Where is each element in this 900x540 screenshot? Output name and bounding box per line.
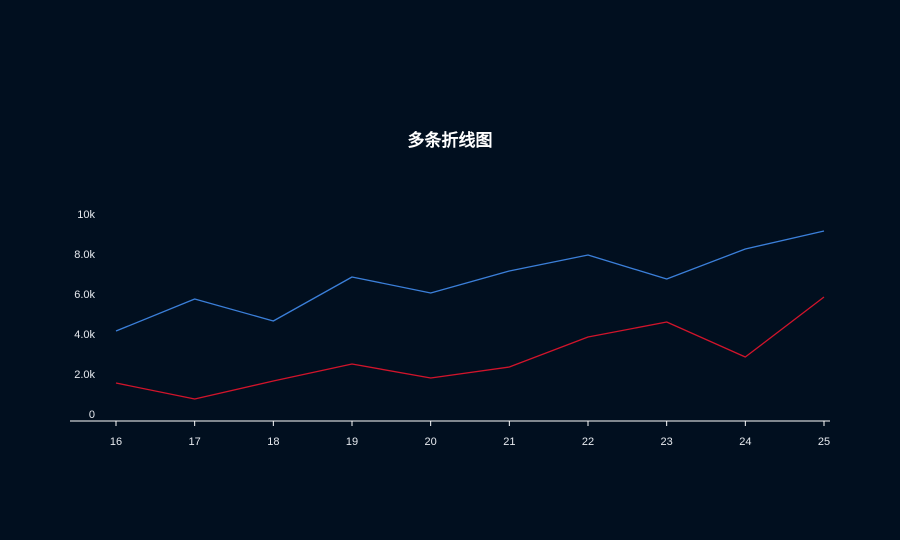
y-tick-label: 10k [77, 209, 95, 221]
x-tick-label: 16 [110, 436, 122, 448]
x-tick-label: 23 [661, 436, 673, 448]
y-axis: 0 2.0k 4.0k 6.0k 8.0k 10k [74, 209, 95, 421]
x-tick-label: 20 [425, 436, 437, 448]
x-tick-label: 19 [346, 436, 358, 448]
series-line-2 [115, 296, 825, 400]
chart-title: 多条折线图 [407, 131, 493, 151]
x-tick-label: 25 [818, 436, 830, 448]
x-tick-label: 24 [739, 436, 751, 448]
y-tick-label: 0 [89, 409, 95, 421]
y-tick-label: 8.0k [74, 249, 95, 261]
y-tick-label: 4.0k [74, 329, 95, 341]
x-tick-label: 18 [267, 436, 279, 448]
x-tick-label: 21 [503, 436, 515, 448]
y-tick-label: 2.0k [74, 369, 95, 381]
series-layer [115, 230, 825, 400]
series-line-1 [115, 230, 825, 332]
y-tick-label: 6.0k [74, 289, 95, 301]
x-tick-label: 17 [189, 436, 201, 448]
x-tick-label: 22 [582, 436, 594, 448]
x-axis: 16 17 18 19 20 21 22 23 24 25 [70, 420, 830, 448]
